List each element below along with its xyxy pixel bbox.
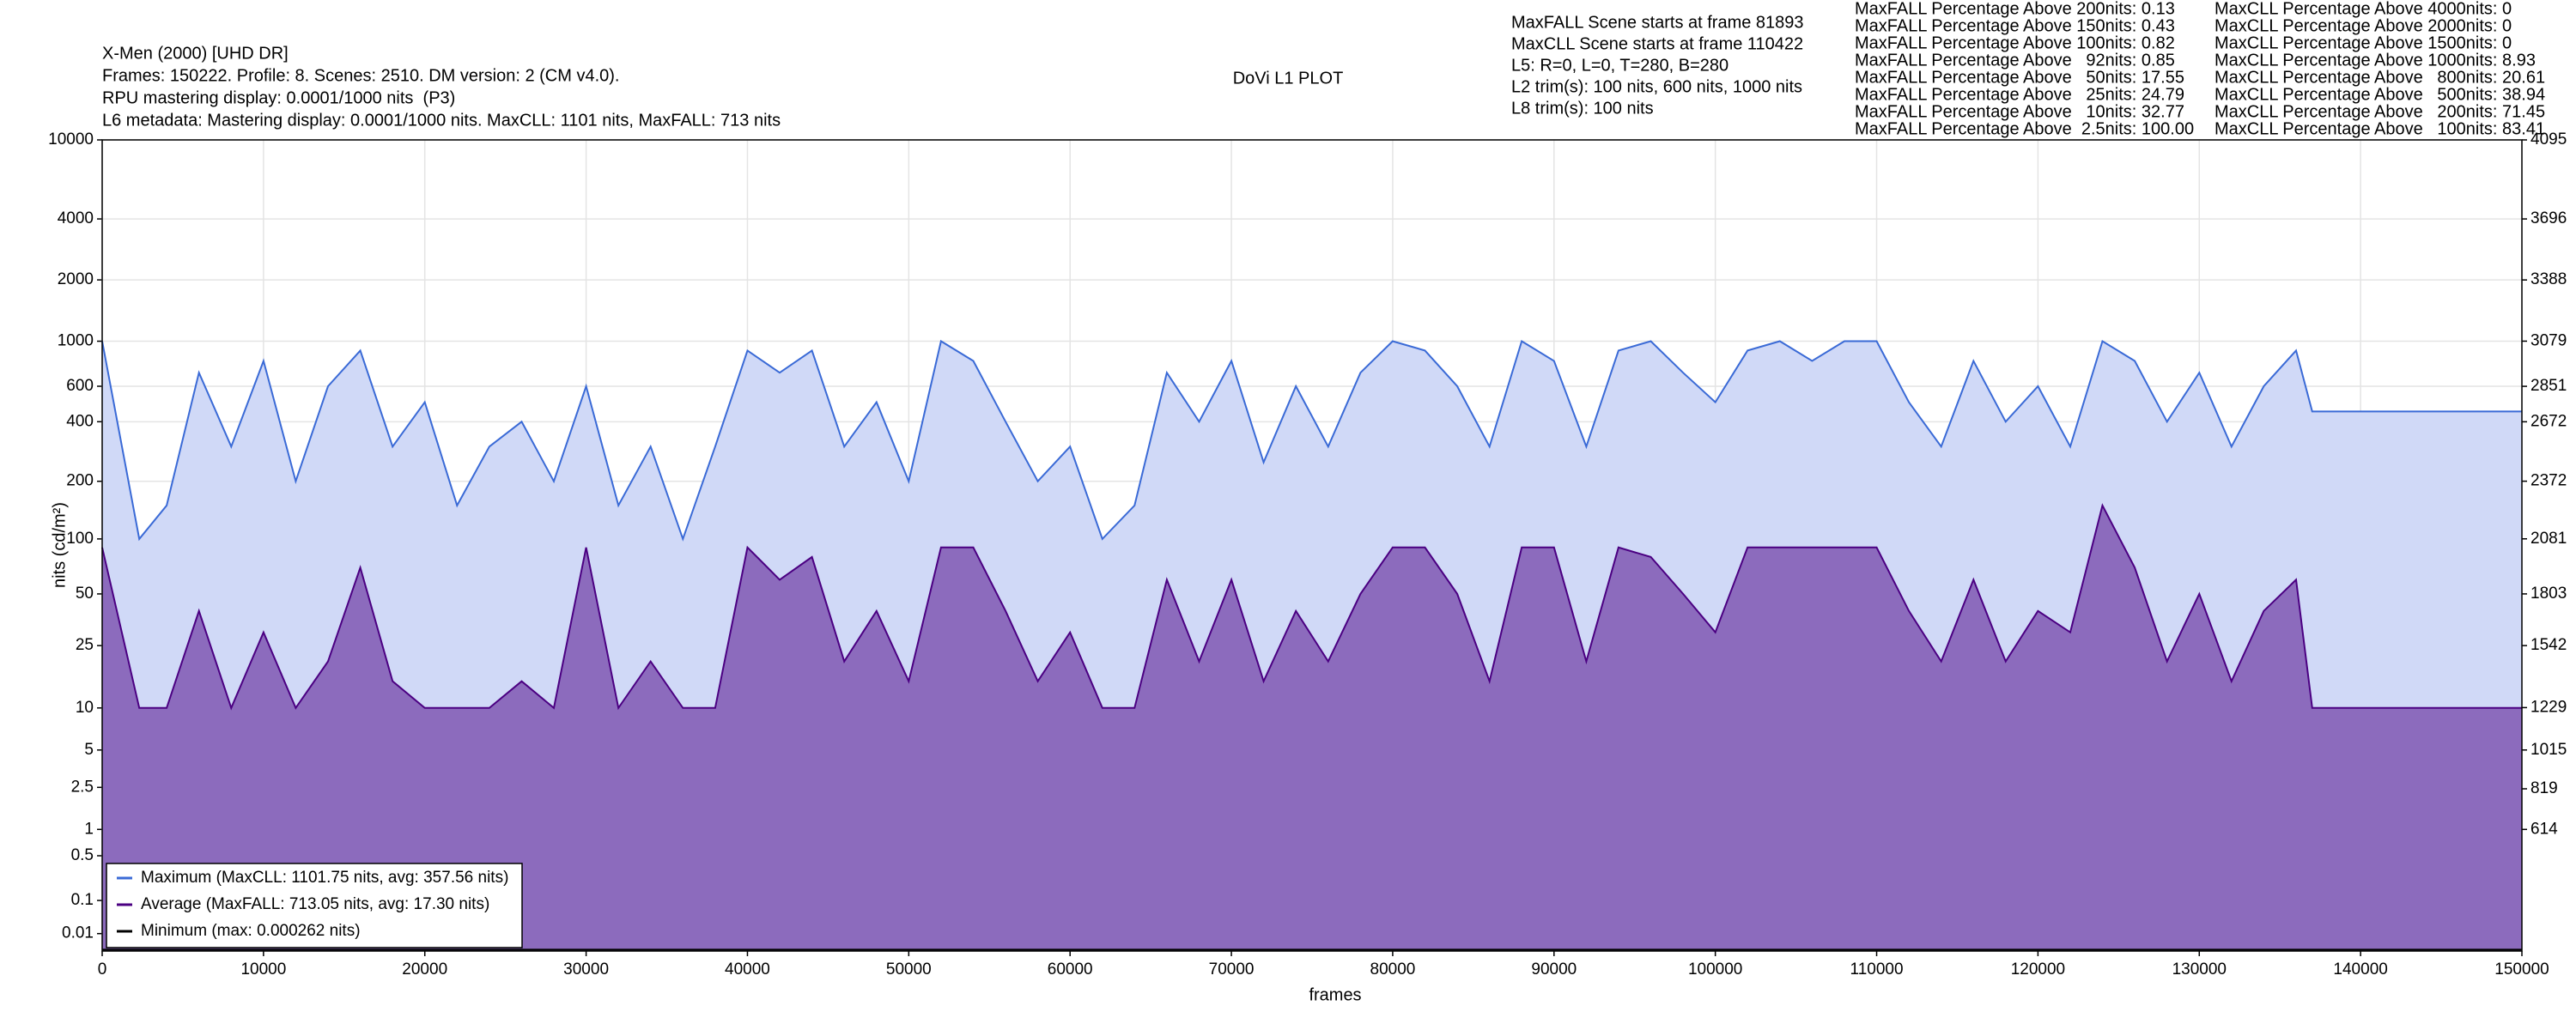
stat-line: MaxFALL Percentage Above 92nits: 0.85 (1855, 51, 2175, 70)
x-tick-label: 70000 (1209, 960, 1255, 978)
y2-tick-label: 2851 (2530, 377, 2567, 395)
info-line: MaxCLL Scene starts at frame 110422 (1511, 34, 1803, 53)
y-tick-label: 200 (66, 472, 94, 490)
x-tick-label: 140000 (2333, 960, 2387, 978)
y2-tick-label: 4095 (2530, 130, 2567, 148)
info-line: MaxFALL Scene starts at frame 81893 (1511, 13, 1804, 32)
stat-line: MaxFALL Percentage Above 50nits: 17.55 (1855, 68, 2184, 87)
x-tick-label: 0 (98, 960, 107, 978)
info-line: X-Men (2000) [UHD DR] (102, 44, 289, 63)
x-tick-label: 150000 (2494, 960, 2549, 978)
y-tick-label: 25 (76, 636, 94, 654)
y-tick-label: 100 (66, 530, 94, 548)
y-tick-label: 600 (66, 377, 94, 395)
y2-tick-label: 3388 (2530, 270, 2567, 288)
y2-tick-label: 1015 (2530, 741, 2567, 759)
info-line: L2 trim(s): 100 nits, 600 nits, 1000 nit… (1511, 77, 1802, 96)
y-tick-label: 0.01 (62, 924, 94, 942)
info-line: L8 trim(s): 100 nits (1511, 99, 1654, 118)
stat-line: MaxCLL Percentage Above 500nits: 38.94 (2215, 85, 2545, 104)
stat-line: MaxCLL Percentage Above 800nits: 20.61 (2215, 68, 2545, 87)
y2-tick-label: 1803 (2530, 585, 2567, 603)
stat-line: MaxFALL Percentage Above 10nits: 32.77 (1855, 102, 2184, 121)
x-tick-label: 110000 (1850, 960, 1904, 978)
x-tick-label: 30000 (563, 960, 609, 978)
series-line (101, 339, 2522, 542)
y-tick-label: 1 (84, 820, 94, 838)
stat-line: MaxCLL Percentage Above 1500nits: 0 (2215, 33, 2512, 52)
info-line: L5: R=0, L=0, T=280, B=280 (1511, 56, 1728, 75)
plot-frame (101, 139, 2523, 952)
legend-label: Minimum (max: 0.000262 nits) (141, 922, 361, 940)
series-area (102, 505, 2522, 951)
stat-line: MaxFALL Percentage Above 200nits: 0.13 (1855, 0, 2175, 18)
y-tick-label: 2.5 (71, 778, 94, 796)
y2-tick-label: 614 (2530, 820, 2558, 838)
legend-box (106, 863, 523, 948)
stat-line: MaxCLL Percentage Above 4000nits: 0 (2215, 0, 2512, 18)
x-axis-label: frames (1309, 985, 1361, 1004)
stat-line: MaxFALL Percentage Above 2.5nits: 100.00 (1855, 119, 2194, 138)
y-tick-label: 0.1 (71, 891, 94, 909)
x-tick-label: 100000 (1688, 960, 1742, 978)
info-line: Frames: 150222. Profile: 8. Scenes: 2510… (102, 66, 619, 85)
stat-line: MaxCLL Percentage Above 2000nits: 0 (2215, 16, 2512, 35)
info-line: RPU mastering display: 0.0001/1000 nits … (102, 88, 455, 107)
x-tick-label: 120000 (2011, 960, 2065, 978)
legend-label: Average (MaxFALL: 713.05 nits, avg: 17.3… (141, 895, 489, 913)
x-tick-label: 10000 (240, 960, 286, 978)
y-tick-label: 1000 (58, 332, 94, 350)
y-tick-label: 10 (76, 699, 94, 717)
y2-tick-label: 2372 (2530, 472, 2567, 490)
stat-line: MaxFALL Percentage Above 100nits: 0.82 (1855, 33, 2175, 52)
y-axis-label: nits (cd/m²) (50, 502, 69, 588)
chart-title: DoVi L1 PLOT (1233, 69, 1344, 88)
y-tick-label: 2000 (58, 270, 94, 288)
y2-tick-label: 1229 (2530, 698, 2567, 716)
x-tick-label: 20000 (402, 960, 447, 978)
stat-line: MaxCLL Percentage Above 200nits: 71.45 (2215, 102, 2545, 121)
x-tick-label: 40000 (725, 960, 770, 978)
stat-line: MaxCLL Percentage Above 100nits: 83.41 (2215, 119, 2545, 138)
y-tick-label: 4000 (58, 209, 94, 227)
y2-tick-label: 2081 (2530, 530, 2567, 548)
stat-line: MaxCLL Percentage Above 1000nits: 8.93 (2215, 51, 2536, 70)
x-tick-label: 90000 (1531, 960, 1577, 978)
x-tick-label: 60000 (1048, 960, 1093, 978)
legend-label: Maximum (MaxCLL: 1101.75 nits, avg: 357.… (141, 869, 508, 887)
y-tick-label: 50 (76, 585, 94, 603)
series-line (101, 503, 2522, 711)
info-line: L6 metadata: Mastering display: 0.0001/1… (102, 111, 781, 130)
y-tick-label: 5 (84, 741, 94, 759)
y2-tick-label: 3696 (2530, 209, 2567, 227)
stat-line: MaxFALL Percentage Above 25nits: 24.79 (1855, 85, 2184, 104)
y2-tick-label: 2672 (2530, 412, 2567, 430)
x-tick-label: 130000 (2172, 960, 2227, 978)
y-tick-label: 10000 (48, 130, 94, 148)
x-tick-label: 50000 (886, 960, 932, 978)
y2-tick-label: 1542 (2530, 636, 2567, 654)
y-tick-label: 0.5 (71, 846, 94, 864)
y-tick-label: 400 (66, 412, 94, 430)
stat-line: MaxFALL Percentage Above 150nits: 0.43 (1855, 16, 2175, 35)
y2-tick-label: 819 (2530, 779, 2558, 797)
y2-tick-label: 3079 (2530, 331, 2567, 349)
x-tick-label: 80000 (1370, 960, 1416, 978)
